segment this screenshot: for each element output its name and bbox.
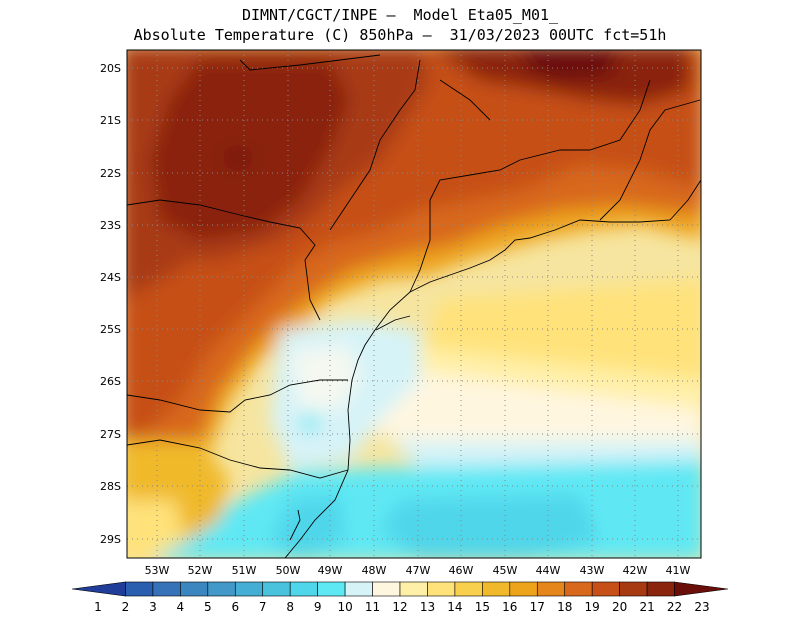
colorbar-swatch xyxy=(234,581,264,597)
colorbar-label: 18 xyxy=(557,600,572,614)
colorbar-label: 23 xyxy=(694,600,709,614)
lat-label: 24S xyxy=(100,271,121,284)
colorbar-label: 20 xyxy=(612,600,627,614)
lon-label: 49W xyxy=(318,564,343,577)
colorbar-label: 19 xyxy=(585,600,600,614)
colorbar-swatch xyxy=(646,581,675,597)
title-line-1: DIMNT/CGCT/INPE – Model Eta05_M01_ xyxy=(241,6,559,24)
colorbar-swatch xyxy=(317,581,346,597)
lat-label: 28S xyxy=(100,480,121,493)
lat-label: 22S xyxy=(100,167,121,180)
colorbar-swatch xyxy=(564,581,593,597)
lat-label: 21S xyxy=(100,114,121,127)
lon-label: 50W xyxy=(276,564,301,577)
lon-label: 47W xyxy=(406,564,431,577)
plot-frame xyxy=(126,49,702,559)
colorbar-swatch xyxy=(180,581,209,597)
longitude-labels: 53W 52W 51W 50W 49W 48W 47W 46W 45W 44W … xyxy=(145,564,691,577)
colorbar-label: 21 xyxy=(639,600,654,614)
colorbar-label: 2 xyxy=(122,600,130,614)
lon-label: 44W xyxy=(536,564,561,577)
colorbar-label: 13 xyxy=(420,600,435,614)
colorbar-swatch xyxy=(399,581,428,597)
colorbar-swatch xyxy=(125,581,154,597)
lat-label: 29S xyxy=(100,533,121,546)
colorbar-swatch xyxy=(152,581,181,597)
lon-label: 53W xyxy=(145,564,170,577)
colorbar-label: 12 xyxy=(392,600,407,614)
grid-lines xyxy=(127,50,701,558)
lat-label: 23S xyxy=(100,219,121,232)
lon-label: 41W xyxy=(666,564,691,577)
colorbar-label: 9 xyxy=(314,600,322,614)
colorbar-label: 7 xyxy=(259,600,267,614)
colorbar-label: 1 xyxy=(94,600,102,614)
colorbar-swatch xyxy=(262,581,291,597)
lon-label: 45W xyxy=(493,564,518,577)
colorbar-label: 3 xyxy=(149,600,157,614)
colorbar: 1 2 3 4 5 6 7 8 9 10 11 12 13 14 15 16 17 18 19 20 21 22 23 xyxy=(71,581,729,614)
lon-label: 46W xyxy=(449,564,474,577)
colorbar-swatch xyxy=(509,581,538,597)
title-line-2: Absolute Temperature (C) 850hPa – 31/03/… xyxy=(133,26,667,44)
colorbar-label: 16 xyxy=(502,600,517,614)
lat-label: 27S xyxy=(100,428,121,441)
lon-label: 48W xyxy=(362,564,387,577)
colorbar-swatch xyxy=(71,581,126,597)
colorbar-label: 17 xyxy=(530,600,545,614)
lon-label: 52W xyxy=(188,564,213,577)
colorbar-label: 14 xyxy=(447,600,462,614)
lon-label: 51W xyxy=(232,564,257,577)
colorbar-swatch xyxy=(591,581,620,597)
lat-label: 25S xyxy=(100,323,121,336)
latitude-labels: 20S 21S 22S 23S 24S 25S 26S 27S 28S 29S xyxy=(100,62,121,546)
colorbar-swatch xyxy=(619,581,648,597)
lat-label: 20S xyxy=(100,62,121,75)
lon-label: 43W xyxy=(580,564,605,577)
colorbar-swatch xyxy=(344,581,373,597)
colorbar-swatch xyxy=(427,581,456,597)
colorbar-label: 22 xyxy=(667,600,682,614)
colorbar-swatch xyxy=(674,581,729,597)
coastline-and-borders xyxy=(127,54,701,558)
colorbar-swatch xyxy=(289,581,318,597)
colorbar-label: 8 xyxy=(286,600,294,614)
colorbar-swatch xyxy=(454,581,483,597)
colorbar-swatch xyxy=(372,581,401,597)
colorbar-label: 15 xyxy=(475,600,490,614)
colorbar-swatch xyxy=(536,581,566,597)
colorbar-swatch xyxy=(207,581,236,597)
lat-label: 26S xyxy=(100,375,121,388)
lon-label: 42W xyxy=(623,564,648,577)
colorbar-label: 5 xyxy=(204,600,212,614)
colorbar-label: 4 xyxy=(177,600,185,614)
colorbar-swatch xyxy=(482,581,511,597)
colorbar-label: 11 xyxy=(365,600,380,614)
colorbar-label: 10 xyxy=(337,600,352,614)
colorbar-label: 6 xyxy=(231,600,239,614)
temperature-field xyxy=(127,50,701,558)
